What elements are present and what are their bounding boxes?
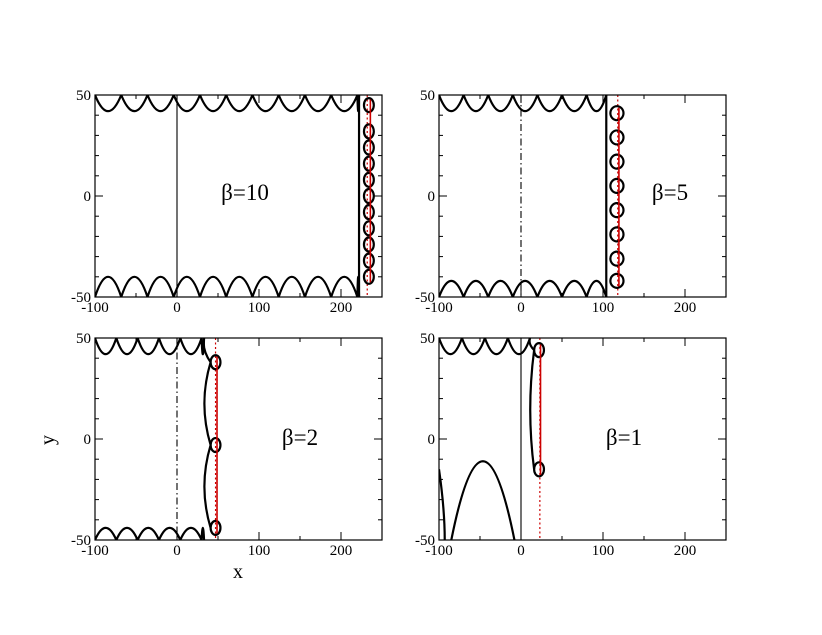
orbit-loop xyxy=(362,252,375,269)
panel-2: -100 0 100 200 -50 0 50 β=5 xyxy=(415,88,727,316)
plot-area xyxy=(439,95,625,297)
orbit-loop xyxy=(609,250,625,267)
y-tick-label: -50 xyxy=(415,533,435,549)
top-trajectory xyxy=(439,338,532,356)
orbit-loop xyxy=(362,220,375,237)
x-tick-label: -100 xyxy=(425,543,453,559)
panel-4: -100 0 100 200 -50 0 50 β=1 xyxy=(415,331,727,559)
y-tick-label: 0 xyxy=(428,432,436,448)
beta-annotation: β=5 xyxy=(652,180,688,205)
orbit-loop xyxy=(209,519,222,536)
orbit-loop xyxy=(362,236,375,253)
orbit-loop xyxy=(362,123,375,140)
orbit-loop xyxy=(362,171,375,188)
orbit-loop xyxy=(533,342,546,359)
orbit-loop xyxy=(609,105,625,122)
bottom-trajectory xyxy=(95,275,361,297)
x-axis-label: x xyxy=(233,561,243,583)
x-tick-label: 100 xyxy=(592,543,615,559)
panel-3: -100 0 100 200 -50 0 50 β=2 xyxy=(71,331,383,559)
top-trajectory xyxy=(95,95,361,113)
orbit-loop xyxy=(609,226,625,243)
x-tick-label: 0 xyxy=(173,543,181,559)
plot-frame xyxy=(94,337,383,541)
x-tick-label: -100 xyxy=(81,300,109,316)
y-tick-label: 50 xyxy=(420,331,435,347)
y-tick-label: 50 xyxy=(76,88,91,104)
y-tick-label: 0 xyxy=(84,432,92,448)
orbit-loop xyxy=(362,139,375,156)
beta-annotation: β=10 xyxy=(221,180,269,205)
x-tick-label: 100 xyxy=(592,300,615,316)
bottom-trajectory xyxy=(439,279,608,297)
orbit-loop xyxy=(362,204,375,221)
y-tick-label: 0 xyxy=(84,189,92,205)
x-tick-label: 0 xyxy=(517,543,525,559)
y-tick-label: 0 xyxy=(428,189,436,205)
y-tick-label: 50 xyxy=(420,88,435,104)
top-trajectory xyxy=(95,338,206,356)
x-tick-label: -100 xyxy=(425,300,453,316)
edge-trajectory xyxy=(439,469,446,540)
orbit-loop xyxy=(609,177,625,194)
orbit-loop xyxy=(209,436,222,454)
bottom-trajectory xyxy=(95,526,206,540)
plot-area xyxy=(439,338,546,540)
plot-frame xyxy=(438,337,727,541)
y-tick-label: -50 xyxy=(415,290,435,306)
x-tick-label: -100 xyxy=(81,543,109,559)
panel-1: -100 0 100 200 -50 0 50 β=10 xyxy=(71,88,383,316)
x-tick-label: 200 xyxy=(674,543,697,559)
orbit-loop xyxy=(609,202,625,219)
orbit-loop xyxy=(362,96,375,114)
x-tick-label: 200 xyxy=(330,543,353,559)
orbit-loop xyxy=(362,187,375,205)
x-tick-label: 0 xyxy=(517,300,525,316)
y-tick-label: -50 xyxy=(71,533,91,549)
y-tick-label: -50 xyxy=(71,290,91,306)
beta-annotation: β=2 xyxy=(282,425,318,450)
y-tick-label: 50 xyxy=(76,331,91,347)
x-tick-label: 200 xyxy=(330,300,353,316)
orbit-loop xyxy=(362,268,375,285)
plot-area xyxy=(95,338,222,540)
x-tick-label: 100 xyxy=(248,543,271,559)
large-arch xyxy=(450,460,516,540)
x-tick-label: 200 xyxy=(674,300,697,316)
orbit-loop xyxy=(609,153,625,170)
orbit-loop xyxy=(609,129,625,146)
orbit-loop xyxy=(209,354,222,371)
wall-trajectory xyxy=(202,338,212,529)
x-tick-label: 100 xyxy=(248,300,271,316)
orbit-loop xyxy=(362,155,375,172)
top-trajectory xyxy=(439,95,608,113)
plot-area xyxy=(95,95,375,297)
x-tick-label: 0 xyxy=(173,300,181,316)
beta-annotation: β=1 xyxy=(606,425,642,450)
orbit-loop xyxy=(533,461,546,478)
y-axis-label: y xyxy=(37,435,59,445)
orbit-loop xyxy=(609,272,625,289)
wall-trajectory xyxy=(528,338,536,470)
